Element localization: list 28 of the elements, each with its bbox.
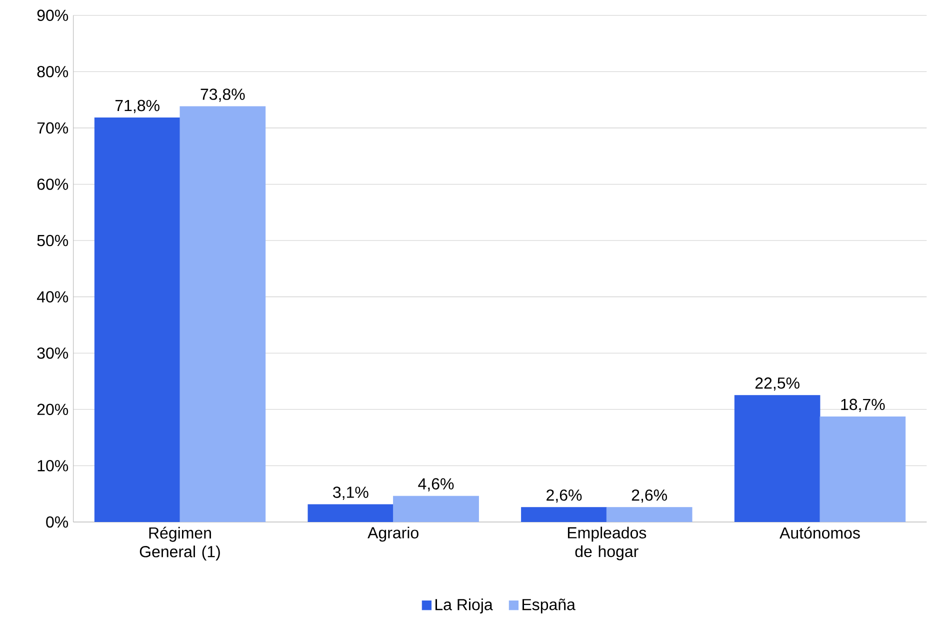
data-label: 18,7%	[841, 398, 885, 412]
x-tick-label: Régimen General (1)	[140, 526, 220, 560]
y-tick-label: 10%	[38, 460, 68, 472]
bar	[606, 507, 692, 522]
x-tick-label: Agrario	[368, 526, 418, 542]
y-tick-label: 70%	[37, 122, 68, 134]
legend-label: La Rioja	[436, 598, 493, 614]
data-label: 22,5%	[755, 377, 800, 391]
data-label: 3,1%	[333, 486, 368, 500]
y-tick-label: 90%	[37, 10, 68, 21]
bar	[393, 496, 479, 522]
y-tick-label: 20%	[37, 404, 68, 416]
y-tick-label: 50%	[37, 234, 68, 246]
data-label: 2,6%	[632, 489, 667, 503]
data-label: 4,6%	[418, 478, 454, 492]
y-tick-label: 80%	[37, 66, 68, 78]
y-tick-label: 60%	[37, 178, 68, 190]
bar	[820, 416, 906, 522]
x-tick-label: Empleados de hogar	[568, 526, 646, 560]
legend-label: España	[522, 598, 576, 614]
data-label: 71,8%	[115, 100, 160, 114]
bar	[180, 106, 266, 522]
x-tick-label: Autónomos	[780, 526, 860, 539]
y-tick-label: 40%	[36, 291, 68, 302]
y-tick-label: 30%	[37, 347, 68, 359]
data-label: 73,8%	[200, 88, 245, 102]
y-tick-label: 0%	[46, 516, 68, 528]
data-label: 2,6%	[546, 489, 582, 503]
